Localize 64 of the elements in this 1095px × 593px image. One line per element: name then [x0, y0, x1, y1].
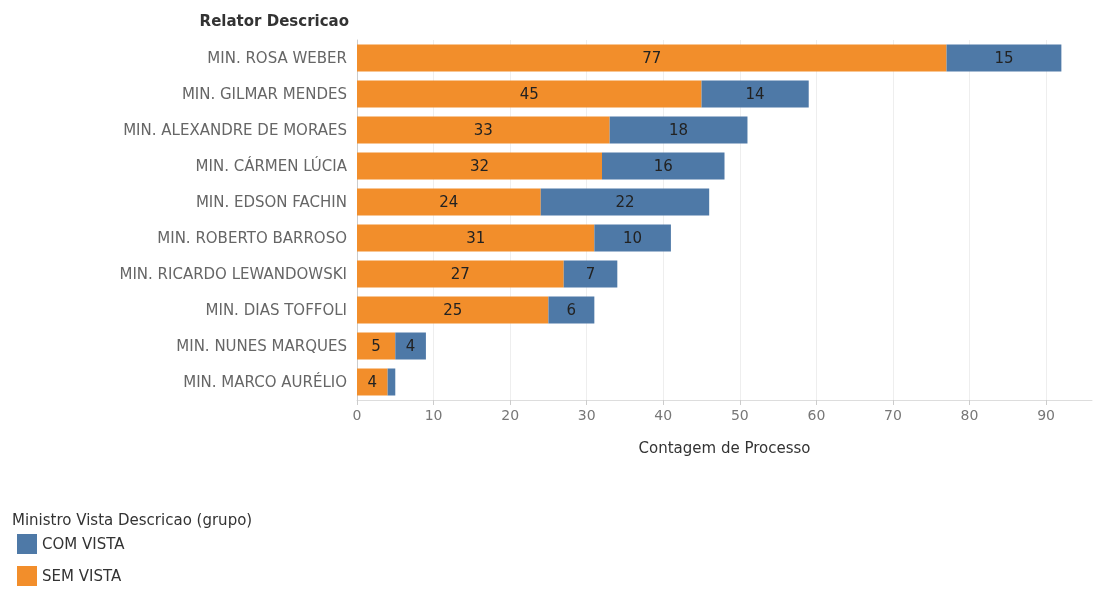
legend-label: COM VISTA [42, 535, 126, 553]
bar [540, 188, 710, 216]
data-label: 77 [642, 49, 662, 67]
x-tick-label: 50 [730, 407, 749, 423]
bar [357, 224, 595, 252]
data-label: 31 [466, 229, 486, 247]
data-label: 33 [473, 121, 493, 139]
data-label: 4 [405, 337, 416, 355]
x-tick-label: 30 [577, 407, 596, 423]
data-label: 6 [566, 301, 577, 319]
bar [548, 296, 595, 324]
bar [946, 44, 1062, 72]
x-tick-label: 40 [654, 407, 673, 423]
y-tick-label: MIN. RICARDO LEWANDOWSKI [119, 265, 347, 283]
bar [701, 80, 809, 108]
x-tick-label: 90 [1037, 407, 1055, 423]
y-axis-title: Relator Descricao [199, 11, 349, 30]
data-label: 25 [443, 301, 463, 319]
y-tick-label: MIN. ROBERTO BARROSO [157, 229, 347, 247]
x-tick-label: 10 [424, 407, 443, 423]
data-label: 16 [653, 157, 673, 175]
bar [357, 188, 541, 216]
data-label: 27 [450, 265, 470, 283]
data-label: 14 [745, 85, 765, 103]
bar [357, 296, 549, 324]
bar [594, 224, 671, 252]
y-tick-label: MIN. ROSA WEBER [207, 49, 347, 67]
y-tick-label: MIN. DIAS TOFFOLI [205, 301, 347, 319]
bar [357, 116, 610, 144]
y-tick-label: MIN. NUNES MARQUES [176, 337, 347, 355]
data-label: 45 [519, 85, 539, 103]
bar [357, 152, 602, 180]
bar [357, 332, 396, 360]
bar [357, 44, 947, 72]
data-label: 15 [994, 49, 1014, 67]
y-tick-label: MIN. ALEXANDRE DE MORAES [123, 121, 347, 139]
data-label: 24 [439, 193, 459, 211]
bar [387, 368, 396, 396]
legend-label: SEM VISTA [42, 567, 122, 585]
data-label: 18 [669, 121, 689, 139]
bar [609, 116, 748, 144]
data-label: 22 [615, 193, 635, 211]
x-tick-label: 20 [501, 407, 520, 423]
x-tick-label: 80 [960, 407, 979, 423]
x-tick-label: 60 [807, 407, 826, 423]
legend-title: Ministro Vista Descricao (grupo) [12, 510, 253, 529]
data-label: 5 [371, 337, 381, 355]
y-tick-label: MIN. CÁRMEN LÚCIA [195, 156, 348, 175]
bar [602, 152, 725, 180]
data-label: 4 [367, 373, 378, 391]
x-tick-label: 70 [884, 407, 902, 423]
data-label: 32 [469, 157, 490, 175]
y-tick-label: MIN. EDSON FACHIN [195, 193, 347, 211]
y-tick-label: MIN. GILMAR MENDES [181, 85, 347, 103]
bar [357, 368, 388, 396]
bar [395, 332, 426, 360]
data-label: 7 [585, 265, 596, 283]
x-tick-label: 0 [352, 407, 362, 423]
data-label: 10 [623, 229, 643, 247]
y-tick-label: MIN. MARCO AURÉLIO [183, 372, 347, 391]
bar [357, 260, 564, 288]
x-axis-title: Contagem de Processo [638, 438, 811, 457]
bar [357, 80, 702, 108]
bar [563, 260, 618, 288]
